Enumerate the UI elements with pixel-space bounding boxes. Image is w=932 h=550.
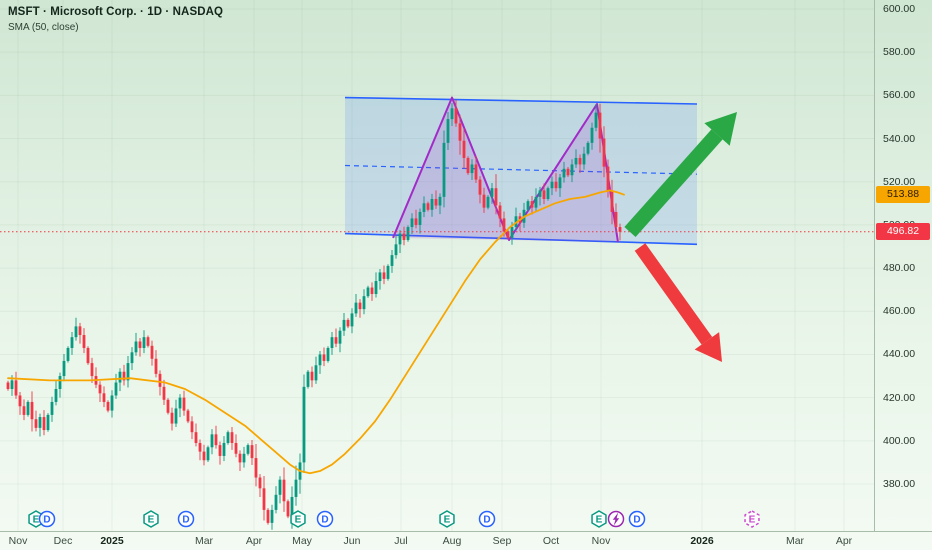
- svg-text:E: E: [33, 515, 40, 526]
- time-tick-label: 2026: [690, 535, 714, 547]
- time-tick-label: Aug: [442, 535, 462, 547]
- price-tick-label: 580.00: [883, 46, 916, 59]
- svg-text:E: E: [148, 515, 155, 526]
- chart-legend: MSFT · Microsoft Corp. · 1D · NASDAQ SMA…: [8, 5, 223, 35]
- time-tick-label: Jul: [394, 535, 408, 547]
- price-tick-label: 440.00: [883, 348, 916, 361]
- time-tick-label: Sep: [492, 535, 512, 547]
- grid-lines: [0, 0, 875, 532]
- time-tick-label: Nov: [591, 535, 611, 547]
- price-tick-label: 420.00: [883, 391, 916, 404]
- svg-text:E: E: [749, 515, 756, 526]
- dividend-marker[interactable]: D: [177, 510, 195, 528]
- svg-text:D: D: [182, 515, 189, 526]
- up-arrow-drawing[interactable]: [624, 112, 737, 237]
- sma-value-badge: 513.88: [876, 186, 930, 204]
- price-tick-label: 600.00: [883, 3, 916, 15]
- dividend-marker[interactable]: D: [628, 510, 646, 528]
- sma-line[interactable]: [7, 189, 625, 475]
- time-tick-label: 2025: [100, 535, 124, 547]
- time-tick-label: Nov: [8, 535, 28, 547]
- time-tick-label: Dec: [53, 535, 73, 547]
- svg-text:E: E: [295, 515, 302, 526]
- event-marker[interactable]: [607, 510, 625, 528]
- time-axis[interactable]: Nov Dec 2025 Mar Apr May Jun Jul Aug Sep Oct Nov 202…: [0, 531, 932, 550]
- time-tick-label: Jun: [343, 535, 361, 547]
- svg-text:D: D: [483, 515, 490, 526]
- price-tick-label: 460.00: [883, 305, 916, 318]
- time-tick-label: Apr: [835, 535, 853, 547]
- earnings-marker[interactable]: E: [591, 510, 607, 528]
- svg-text:D: D: [321, 515, 328, 526]
- earnings-marker[interactable]: E: [143, 510, 159, 528]
- time-tick-label: May: [292, 535, 312, 547]
- down-arrow-drawing[interactable]: [634, 243, 722, 362]
- indicator-label[interactable]: SMA (50, close): [8, 22, 79, 34]
- svg-text:D: D: [633, 515, 640, 526]
- time-tick-label: Oct: [542, 535, 560, 547]
- price-tick-label: 540.00: [883, 132, 916, 145]
- svg-text:E: E: [596, 515, 603, 526]
- dividend-marker[interactable]: D: [38, 510, 56, 528]
- candlestick-series: [6, 99, 622, 530]
- last-price-badge: 496.82: [876, 223, 930, 241]
- time-tick-label: Mar: [194, 535, 214, 547]
- price-tick-label: 520.00: [883, 175, 916, 188]
- earnings-marker[interactable]: E: [439, 510, 455, 528]
- dividend-marker[interactable]: D: [316, 510, 334, 528]
- time-tick-label: Mar: [785, 535, 805, 547]
- dividend-marker[interactable]: D: [478, 510, 496, 528]
- symbol-title[interactable]: MSFT · Microsoft Corp. · 1D · NASDAQ: [8, 6, 224, 18]
- price-tick-label: 560.00: [883, 89, 916, 102]
- time-tick-label: Apr: [245, 535, 263, 547]
- earnings_upcoming-marker[interactable]: E: [744, 510, 760, 528]
- price-tick-label: 380.00: [883, 478, 916, 490]
- svg-text:D: D: [43, 515, 50, 526]
- price-tick-label: 480.00: [883, 262, 916, 275]
- price-tick-label: 400.00: [883, 434, 916, 447]
- earnings-marker[interactable]: E: [290, 510, 306, 528]
- svg-text:E: E: [444, 515, 451, 526]
- price-axis[interactable]: 513.88 496.82 600.00 580.00 560.00 540.00 52…: [874, 0, 932, 532]
